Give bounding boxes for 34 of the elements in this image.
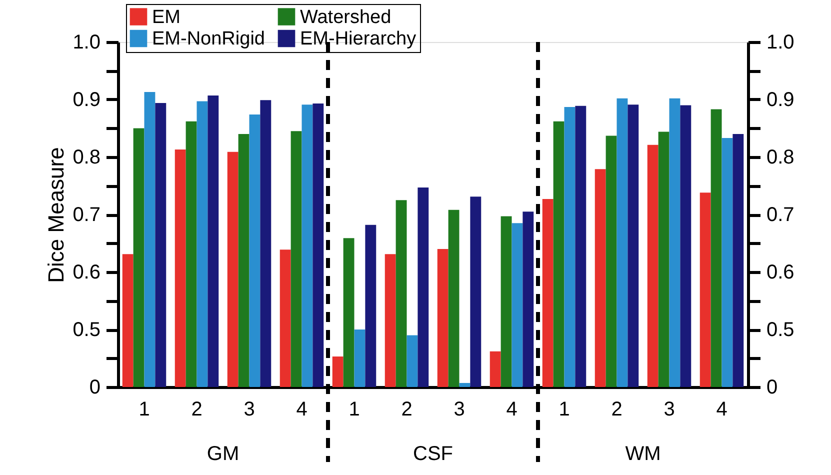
x-tick-label: 2 bbox=[611, 398, 622, 420]
x-tick-label: 3 bbox=[454, 398, 465, 420]
x-tick-label: 1 bbox=[558, 398, 570, 420]
y-tick-label: 0.6 bbox=[72, 262, 100, 284]
legend-label: EM bbox=[152, 6, 180, 28]
y2-tick-label: 0.9 bbox=[766, 89, 794, 111]
x-tick-label: 4 bbox=[716, 398, 728, 420]
y2-tick-label: 0 bbox=[766, 376, 778, 398]
y2-tick-label: 0.8 bbox=[766, 146, 794, 168]
x-tick-label: 3 bbox=[664, 398, 675, 420]
y-tick-label: 1.0 bbox=[72, 32, 100, 54]
y-axis-title: Dice Measure bbox=[44, 147, 69, 283]
y-tick-label: 0.5 bbox=[72, 319, 100, 341]
x-tick-label: 1 bbox=[138, 398, 150, 420]
y2-tick-label: 0.6 bbox=[766, 262, 794, 284]
text: WM bbox=[625, 443, 661, 465]
x-tick-label: 2 bbox=[401, 398, 412, 420]
x-tick-label: 4 bbox=[506, 398, 518, 420]
y-tick-label: 0.9 bbox=[72, 89, 100, 111]
y2-tick-label: 0.7 bbox=[766, 204, 794, 226]
y-tick-label: 0.7 bbox=[72, 204, 100, 226]
y-tick-label: 0 bbox=[89, 376, 100, 398]
y2-tick-label: 1.0 bbox=[766, 32, 794, 54]
y-tick-label: 0.8 bbox=[72, 146, 100, 168]
legend-label: EM-NonRigid bbox=[152, 28, 265, 50]
y2-tick-label: 0.5 bbox=[766, 319, 794, 341]
x-tick-label: 1 bbox=[348, 398, 360, 420]
x-tick-label: 2 bbox=[191, 398, 202, 420]
text: GM bbox=[206, 443, 240, 465]
x-tick-label: 4 bbox=[296, 398, 308, 420]
legend-label: Watershed bbox=[300, 6, 392, 28]
x-tick-label: 3 bbox=[244, 398, 255, 420]
text: CSF bbox=[413, 443, 453, 465]
legend-label: EM-Hierarchy bbox=[300, 28, 417, 50]
